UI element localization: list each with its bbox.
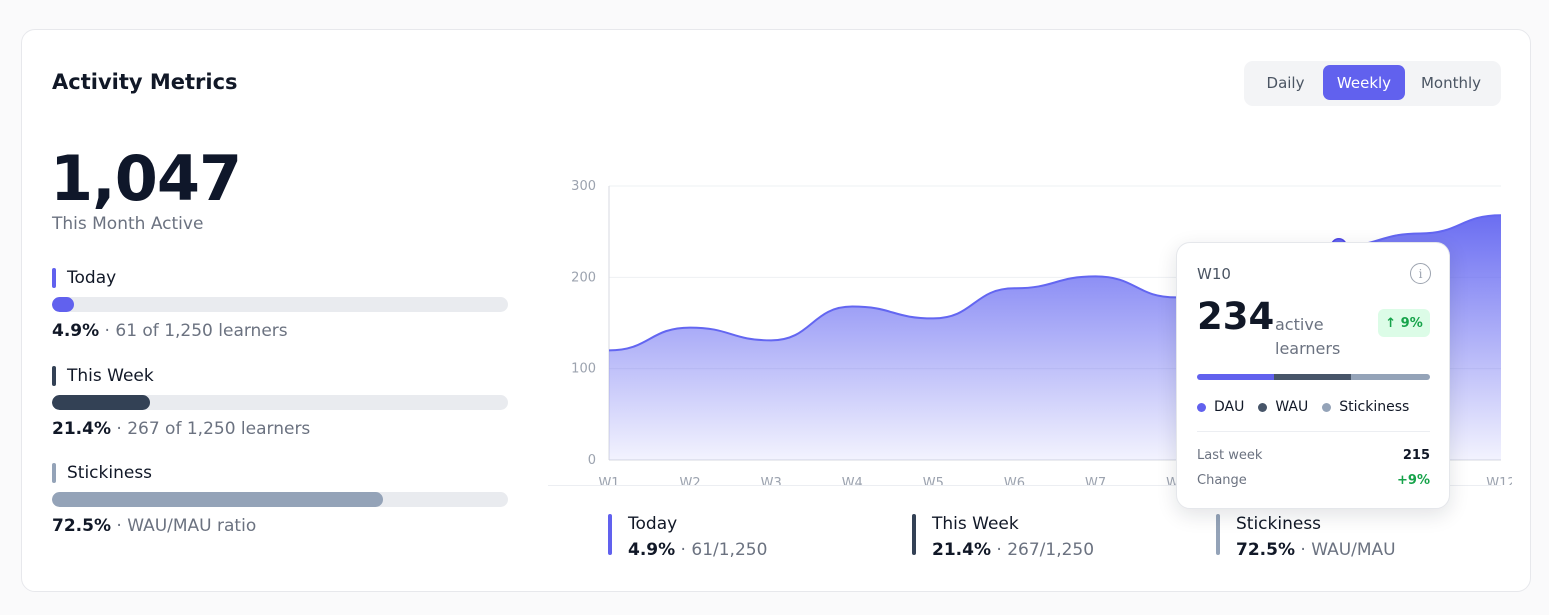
legend-dot (1258, 402, 1268, 412)
stat-color-marker (912, 514, 916, 555)
tab-weekly[interactable]: Weekly (1323, 65, 1405, 100)
tab-monthly[interactable]: Monthly (1420, 73, 1482, 92)
metric-name: This Week (67, 366, 154, 386)
segment-stickiness (1351, 374, 1430, 380)
metric-progress-fill (52, 297, 75, 312)
stat-detail: WAU/MAU (1311, 540, 1396, 560)
stat-percent: 4.9% (628, 540, 676, 560)
tooltip-row-change: Change +9% (1197, 473, 1430, 488)
x-tick-label: W1 (598, 476, 619, 485)
legend-dot (1322, 402, 1332, 412)
legend-label: Stickiness (1339, 399, 1410, 415)
tab-daily[interactable]: Daily (1266, 73, 1305, 92)
metric-percent: 72.5% (52, 516, 111, 536)
info-icon[interactable]: i (1410, 263, 1431, 284)
monthly-active-label: This Month Active (52, 214, 204, 234)
tooltip-unit: active learners (1275, 315, 1341, 358)
legend-label: DAU (1214, 399, 1245, 415)
x-tick-label: W3 (761, 476, 782, 485)
metric-color-marker (52, 463, 56, 483)
row-key: Change (1197, 473, 1247, 488)
x-tick-label: W6 (1004, 476, 1025, 485)
metric-this-week: This Week 21.4% · 267 of 1,250 learners (52, 365, 508, 439)
legend-dot (1197, 402, 1206, 412)
legend-item-dau: DAU (1197, 399, 1244, 415)
y-tick-label: 200 (571, 270, 596, 285)
metric-progress-fill (52, 492, 383, 507)
row-value: +9% (1397, 473, 1430, 488)
x-tick-label: W4 (842, 476, 863, 485)
tooltip-row-last-week: Last week 215 (1197, 448, 1430, 463)
metric-detail: WAU/MAU ratio (127, 516, 257, 536)
card-title: Activity Metrics (52, 70, 238, 94)
legend-label: WAU (1275, 399, 1309, 415)
tooltip-segment-bar (1197, 374, 1430, 380)
metric-today: Today 4.9% · 61 of 1,250 learners (52, 267, 508, 341)
stat-color-marker (1216, 514, 1220, 555)
metric-detail: 61 of 1,250 learners (115, 321, 288, 341)
stat-color-marker (608, 514, 612, 555)
row-key: Last week (1197, 448, 1263, 463)
metric-progress-track (52, 492, 508, 507)
metric-name: Stickiness (67, 463, 153, 483)
tooltip-divider (1197, 431, 1430, 432)
x-tick-label: W12 (1486, 476, 1512, 485)
legend-item-wau: WAU (1258, 399, 1308, 415)
stat-percent: 72.5% (1236, 540, 1295, 560)
chart-divider (548, 485, 1501, 486)
stat-name: This Week (932, 514, 1019, 534)
metric-percent: 4.9% (52, 321, 100, 341)
period-toggle: Daily Weekly Monthly (1244, 61, 1501, 106)
chart-tooltip: W10 i 234 active learners ↑ 9% DAU WAU S… (1176, 242, 1450, 509)
tooltip-week: W10 (1197, 265, 1231, 283)
y-tick-label: 300 (571, 179, 596, 194)
change-badge: ↑ 9% (1378, 309, 1430, 337)
metric-stickiness: Stickiness 72.5% · WAU/MAU ratio (52, 462, 508, 536)
stat-percent: 21.4% (932, 540, 991, 560)
metric-detail: 267 of 1,250 learners (127, 419, 311, 439)
row-value: 215 (1402, 448, 1430, 463)
metric-name: Today (67, 268, 117, 288)
stat-detail: 267/1,250 (1007, 540, 1095, 560)
y-tick-label: 0 (588, 453, 596, 468)
stat-detail: 61/1,250 (691, 540, 768, 560)
y-tick-label: 100 (571, 362, 596, 377)
activity-metrics-card: Activity Metrics Daily Weekly Monthly 1,… (21, 29, 1531, 592)
metric-progress-fill (52, 395, 150, 410)
metric-percent: 21.4% (52, 419, 111, 439)
metric-color-marker (52, 366, 56, 386)
x-tick-label: W5 (923, 476, 944, 485)
x-tick-label: W7 (1085, 476, 1106, 485)
stat-name: Today (628, 514, 678, 534)
tooltip-value: 234 (1197, 295, 1275, 338)
stat-name: Stickiness (1236, 514, 1322, 534)
monthly-active-value: 1,047 (50, 142, 242, 215)
metric-progress-track (52, 297, 508, 312)
metric-progress-track (52, 395, 508, 410)
segment-wau (1274, 374, 1351, 380)
tooltip-legend: DAU WAU Stickiness (1197, 399, 1423, 415)
x-tick-label: W2 (680, 476, 701, 485)
legend-item-stickiness: Stickiness (1322, 399, 1409, 415)
metric-color-marker (52, 268, 56, 288)
segment-dau (1197, 374, 1274, 380)
